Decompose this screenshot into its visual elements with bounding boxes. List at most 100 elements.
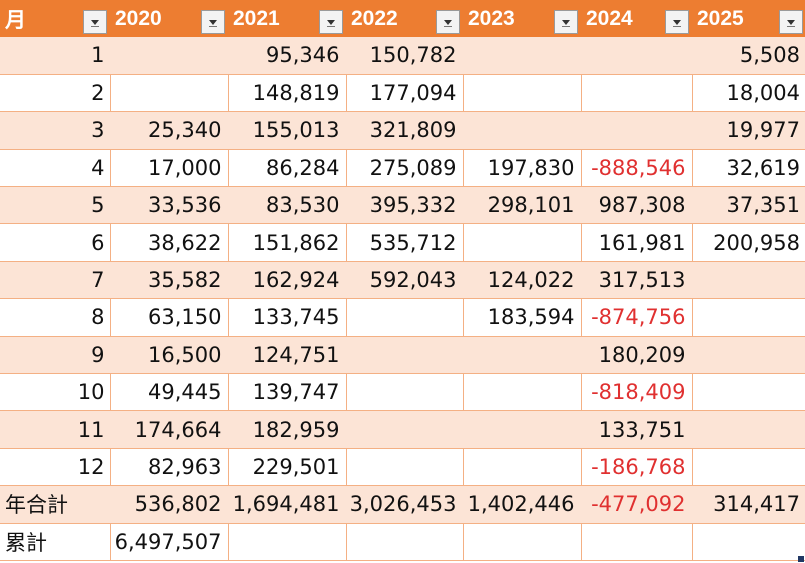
- table-cell[interactable]: 63,150: [110, 298, 229, 337]
- table-cell[interactable]: [692, 448, 805, 487]
- table-cell[interactable]: [228, 523, 347, 561]
- header-year-2020[interactable]: 2020: [110, 0, 228, 37]
- table-cell[interactable]: 49,445: [110, 373, 229, 412]
- table-cell[interactable]: [463, 74, 582, 113]
- row-label[interactable]: 7: [0, 261, 111, 300]
- table-cell[interactable]: [692, 336, 805, 375]
- filter-dropdown-button[interactable]: [554, 10, 578, 34]
- table-cell[interactable]: [581, 111, 693, 150]
- header-year-2024[interactable]: 2024: [581, 0, 692, 37]
- table-cell[interactable]: [692, 261, 805, 300]
- table-cell[interactable]: 1,402,446: [463, 485, 582, 524]
- header-year-2023[interactable]: 2023: [463, 0, 581, 37]
- row-label[interactable]: 3: [0, 111, 111, 150]
- table-cell[interactable]: -818,409: [581, 373, 693, 412]
- table-cell[interactable]: [581, 37, 693, 75]
- table-cell[interactable]: 19,977: [692, 111, 805, 150]
- table-cell[interactable]: [692, 298, 805, 337]
- table-cell[interactable]: 133,745: [228, 298, 347, 337]
- table-cell[interactable]: 17,000: [110, 149, 229, 188]
- table-cell[interactable]: -888,546: [581, 149, 693, 188]
- filter-dropdown-button[interactable]: [201, 10, 225, 34]
- table-cell[interactable]: 6,497,507: [110, 523, 229, 561]
- table-cell[interactable]: [692, 410, 805, 449]
- table-cell[interactable]: 37,351: [692, 186, 805, 225]
- table-cell[interactable]: 535,712: [346, 223, 464, 262]
- header-year-2025[interactable]: 2025: [692, 0, 805, 37]
- filter-dropdown-button[interactable]: [83, 10, 107, 34]
- table-cell[interactable]: 83,530: [228, 186, 347, 225]
- table-cell[interactable]: [346, 448, 464, 487]
- table-cell[interactable]: -477,092: [581, 485, 693, 524]
- table-cell[interactable]: 3,026,453: [346, 485, 464, 524]
- table-cell[interactable]: [110, 74, 229, 113]
- table-cell[interactable]: 148,819: [228, 74, 347, 113]
- table-cell[interactable]: [463, 410, 582, 449]
- row-label[interactable]: 11: [0, 410, 111, 449]
- table-cell[interactable]: 298,101: [463, 186, 582, 225]
- table-cell[interactable]: 536,802: [110, 485, 229, 524]
- table-cell[interactable]: 1,694,481: [228, 485, 347, 524]
- filter-dropdown-button[interactable]: [779, 10, 803, 34]
- table-cell[interactable]: [110, 37, 229, 75]
- table-cell[interactable]: 18,004: [692, 74, 805, 113]
- table-cell[interactable]: [463, 523, 582, 561]
- table-cell[interactable]: 33,536: [110, 186, 229, 225]
- table-cell[interactable]: [346, 373, 464, 412]
- table-cell[interactable]: [463, 448, 582, 487]
- table-cell[interactable]: [463, 336, 582, 375]
- row-label[interactable]: 2: [0, 74, 111, 113]
- table-cell[interactable]: 200,958: [692, 223, 805, 262]
- table-cell[interactable]: 229,501: [228, 448, 347, 487]
- table-cell[interactable]: 25,340: [110, 111, 229, 150]
- table-cell[interactable]: 395,332: [346, 186, 464, 225]
- table-cell[interactable]: 32,619: [692, 149, 805, 188]
- table-cell[interactable]: [463, 37, 582, 75]
- filter-dropdown-button[interactable]: [665, 10, 689, 34]
- table-resize-handle[interactable]: [798, 556, 804, 562]
- row-label[interactable]: 12: [0, 448, 111, 487]
- header-month[interactable]: 月: [0, 0, 110, 37]
- table-cell[interactable]: 16,500: [110, 336, 229, 375]
- table-cell[interactable]: [346, 336, 464, 375]
- header-year-2022[interactable]: 2022: [346, 0, 463, 37]
- table-cell[interactable]: 314,417: [692, 485, 805, 524]
- table-cell[interactable]: 86,284: [228, 149, 347, 188]
- table-cell[interactable]: 182,959: [228, 410, 347, 449]
- table-cell[interactable]: 35,582: [110, 261, 229, 300]
- table-cell[interactable]: 139,747: [228, 373, 347, 412]
- table-cell[interactable]: [463, 111, 582, 150]
- table-cell[interactable]: 183,594: [463, 298, 582, 337]
- row-label[interactable]: 8: [0, 298, 111, 337]
- table-cell[interactable]: 987,308: [581, 186, 693, 225]
- table-cell[interactable]: 150,782: [346, 37, 464, 75]
- table-cell[interactable]: 38,622: [110, 223, 229, 262]
- filter-dropdown-button[interactable]: [436, 10, 460, 34]
- table-cell[interactable]: [346, 298, 464, 337]
- table-cell[interactable]: -874,756: [581, 298, 693, 337]
- table-cell[interactable]: 317,513: [581, 261, 693, 300]
- table-cell[interactable]: 174,664: [110, 410, 229, 449]
- table-cell[interactable]: -186,768: [581, 448, 693, 487]
- table-cell[interactable]: 133,751: [581, 410, 693, 449]
- table-cell[interactable]: [692, 373, 805, 412]
- table-cell[interactable]: [581, 74, 693, 113]
- table-cell[interactable]: [463, 373, 582, 412]
- row-label[interactable]: 9: [0, 336, 111, 375]
- table-cell[interactable]: 177,094: [346, 74, 464, 113]
- table-cell[interactable]: 180,209: [581, 336, 693, 375]
- table-cell[interactable]: 5,508: [692, 37, 805, 75]
- table-cell[interactable]: 124,751: [228, 336, 347, 375]
- row-label[interactable]: 累計: [0, 523, 111, 561]
- table-cell[interactable]: 151,862: [228, 223, 347, 262]
- row-label[interactable]: 5: [0, 186, 111, 225]
- table-cell[interactable]: 592,043: [346, 261, 464, 300]
- row-label[interactable]: 4: [0, 149, 111, 188]
- row-label[interactable]: 10: [0, 373, 111, 412]
- table-cell[interactable]: 275,089: [346, 149, 464, 188]
- table-cell[interactable]: [463, 223, 582, 262]
- table-cell[interactable]: [692, 523, 805, 561]
- table-cell[interactable]: [346, 410, 464, 449]
- table-cell[interactable]: 162,924: [228, 261, 347, 300]
- table-cell[interactable]: [346, 523, 464, 561]
